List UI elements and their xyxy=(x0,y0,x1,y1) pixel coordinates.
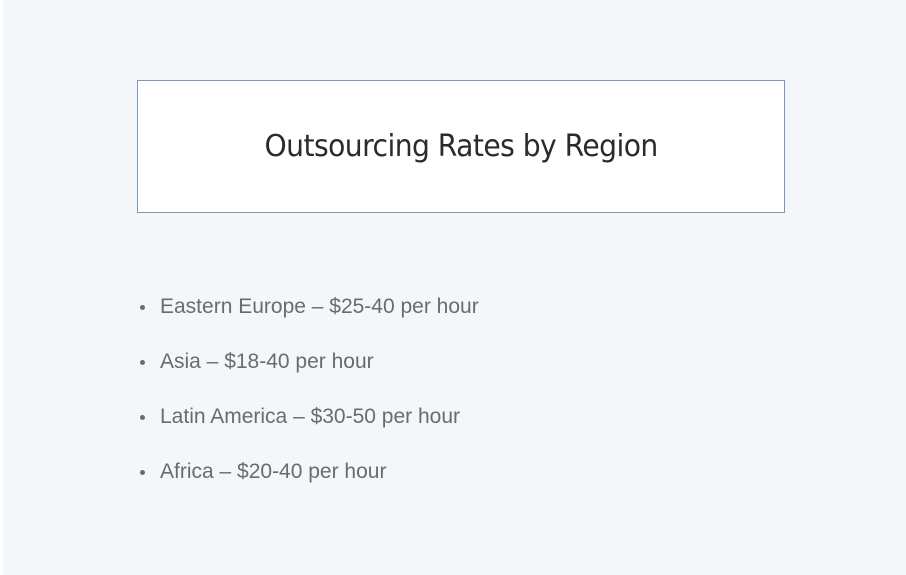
rate-text: Latin America – $30-50 per hour xyxy=(160,405,461,428)
rate-item-africa: Africa – $20-40 per hour xyxy=(136,450,479,505)
bullet-icon xyxy=(140,360,145,365)
rate-item-latin-america: Latin America – $30-50 per hour xyxy=(136,395,479,450)
rate-text: Africa – $20-40 per hour xyxy=(160,460,387,483)
slide-title: Outsourcing Rates by Region xyxy=(264,129,658,164)
slide: Outsourcing Rates by Region Eastern Euro… xyxy=(3,0,906,575)
title-box: Outsourcing Rates by Region xyxy=(137,80,785,213)
rate-text: Asia – $18-40 per hour xyxy=(160,350,374,373)
bullet-icon xyxy=(140,470,145,475)
rate-text: Eastern Europe – $25-40 per hour xyxy=(160,295,479,318)
rate-item-asia: Asia – $18-40 per hour xyxy=(136,340,479,395)
rates-list: Eastern Europe – $25-40 per hour Asia – … xyxy=(136,285,479,505)
bullet-icon xyxy=(140,305,145,310)
bullet-icon xyxy=(140,415,145,420)
rate-item-eastern-europe: Eastern Europe – $25-40 per hour xyxy=(136,285,479,340)
